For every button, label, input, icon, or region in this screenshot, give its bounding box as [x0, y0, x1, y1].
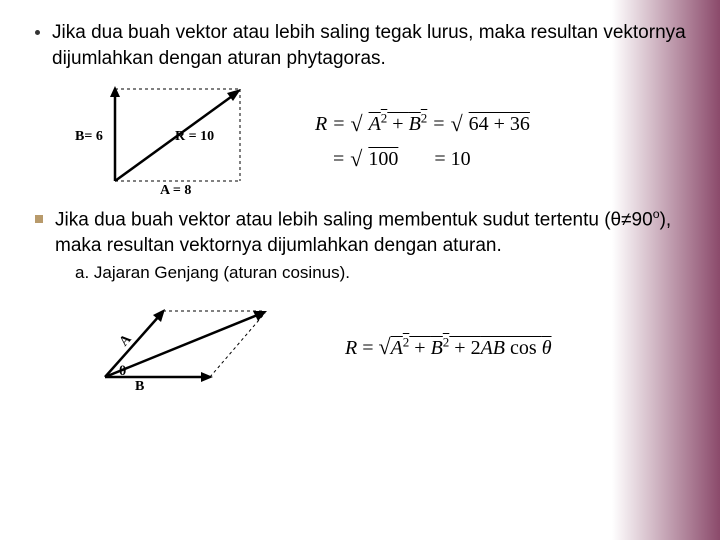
point2-text: Jika dua buah vektor atau lebih saling m… — [55, 206, 690, 285]
diagram-row-2: A θ B R = √A2 + B2 + 2AB cos θ — [85, 297, 690, 397]
parallelogram-diagram: A θ B — [85, 297, 285, 397]
label-b: B= 6 — [75, 129, 103, 145]
diagram-row-1: B= 6 R = 10 A = 8 R = √A2 + B2 = √64 + 3… — [75, 81, 690, 201]
formula-cosine: R = √A2 + B2 + 2AB cos θ — [345, 334, 552, 360]
label-a: A = 8 — [160, 183, 191, 199]
point2-text-p1: Jika dua buah vektor atau lebih saling m… — [55, 210, 653, 231]
point1-text: Jika dua buah vektor atau lebih saling t… — [52, 20, 690, 71]
parallelogram-svg — [85, 297, 285, 397]
point2-sub-a: a. Jajaran Genjang (aturan cosinus). — [75, 262, 690, 285]
pythagoras-diagram: B= 6 R = 10 A = 8 — [75, 81, 255, 201]
bullet-point-1: Jika dua buah vektor atau lebih saling t… — [35, 20, 690, 71]
label-b2: B — [135, 379, 144, 395]
label-r: R = 10 — [175, 129, 214, 145]
bullet-point-2: Jika dua buah vektor atau lebih saling m… — [35, 206, 690, 285]
point2-sup: o — [653, 207, 660, 221]
label-theta: θ — [119, 364, 126, 380]
formula-line-1: R = √A2 + B2 = √64 + 36 — [315, 106, 530, 141]
bullet-dot-icon — [35, 30, 40, 35]
formula-line-2: = √100 = 10 — [333, 141, 530, 176]
bullet-square-icon — [35, 215, 43, 223]
formula-pythagoras: R = √A2 + B2 = √64 + 36 = √100 = 10 — [315, 106, 530, 176]
